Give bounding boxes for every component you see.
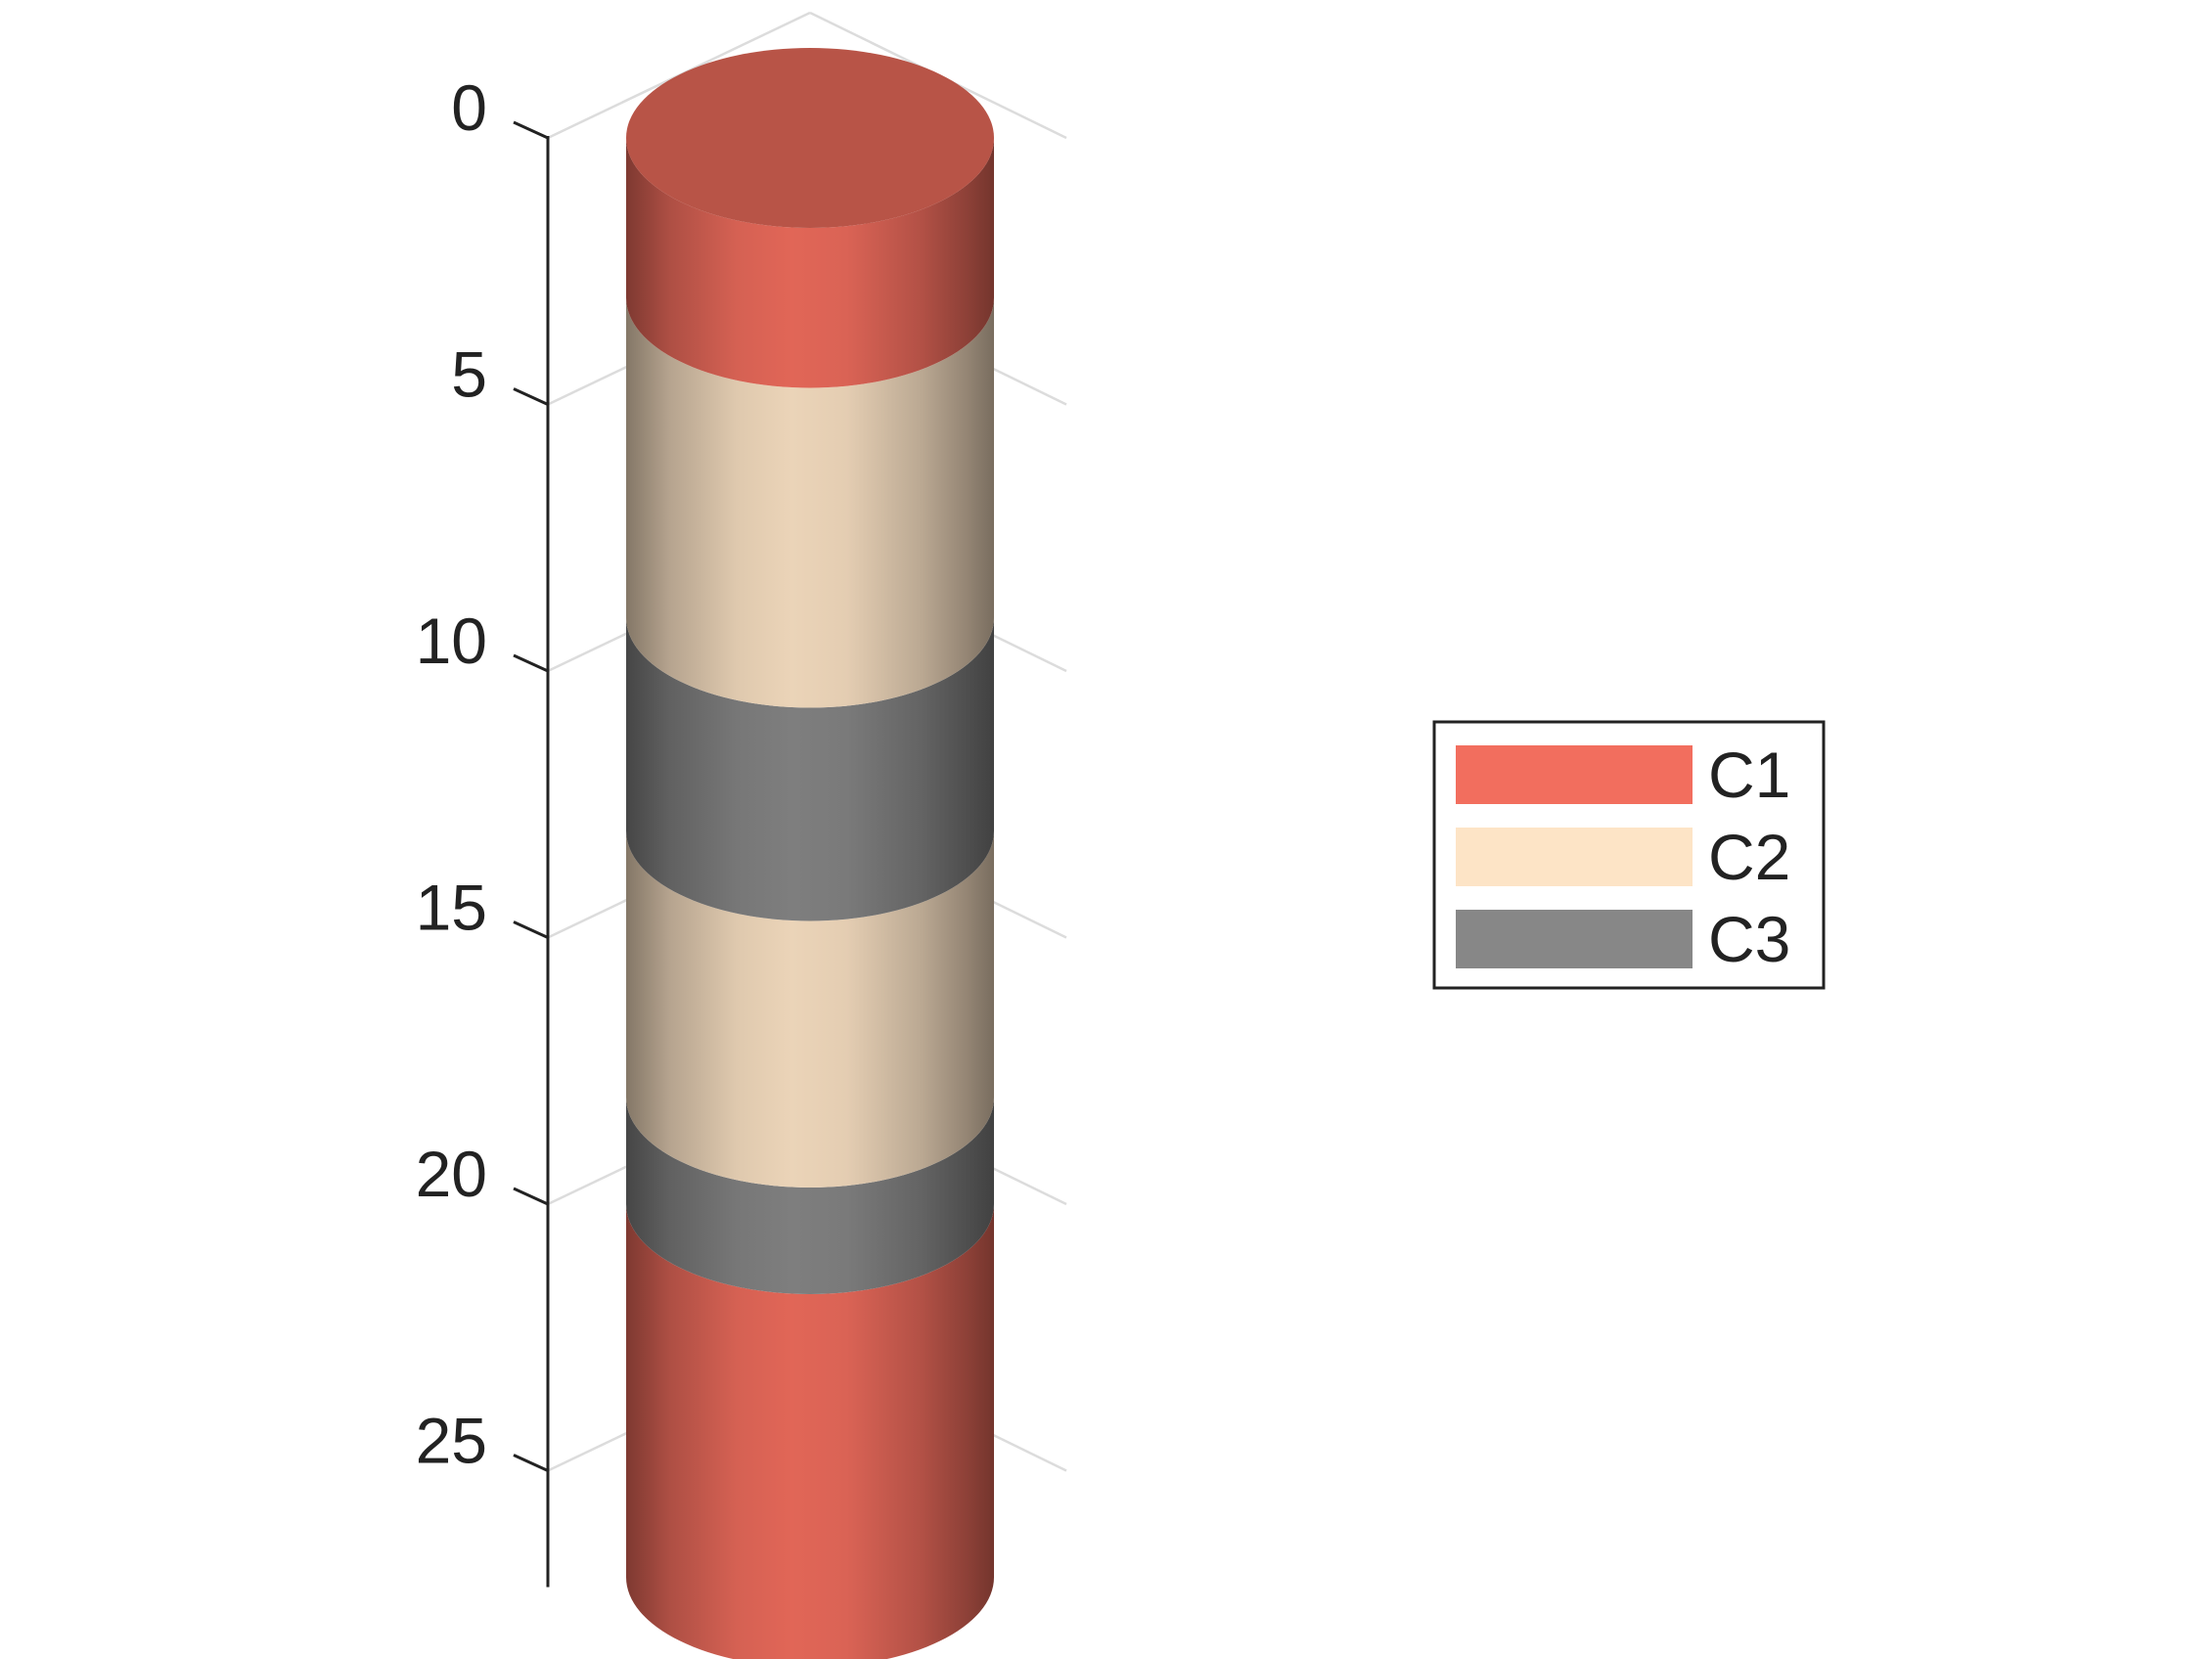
tick-label-25: 25 [416,1405,487,1477]
tick-mark-0 [513,120,549,140]
layer-c2-13-18 [626,830,994,1188]
tick-label-15: 15 [416,872,487,944]
legend-swatch-c1 [1456,745,1693,804]
legend-label-c3: C3 [1708,903,1790,975]
column-top-cap [626,48,994,228]
legend-swatch-c2 [1456,828,1693,886]
legend: C1 C2 C3 [1432,720,1826,990]
layer-c3-9-13 [626,617,994,921]
tick-mark-25 [513,1454,549,1472]
tick-mark-15 [513,920,549,939]
tick-mark-10 [513,653,549,673]
tick-label-5: 5 [451,338,487,411]
tick-label-10: 10 [416,605,487,677]
depth-axis: 0 5 10 15 20 25 [416,71,550,1588]
layer-c1-0-3 [626,138,994,388]
legend-label-c2: C2 [1708,821,1790,893]
tick-label-20: 20 [416,1138,487,1210]
legend-item-c2: C2 [1456,821,1790,893]
layer-c3-18-20 [626,1098,994,1294]
legend-label-c1: C1 [1708,739,1790,811]
legend-item-c1: C1 [1456,739,1790,811]
tick-mark-20 [513,1187,549,1206]
legend-swatch-c3 [1456,910,1693,968]
layer-c2-3-9 [626,297,994,708]
tick-mark-5 [513,387,549,406]
borehole-column [626,48,994,1659]
layer-c1-20-27 [626,1204,994,1659]
legend-item-c3: C3 [1456,903,1790,975]
tick-label-0: 0 [451,71,487,144]
